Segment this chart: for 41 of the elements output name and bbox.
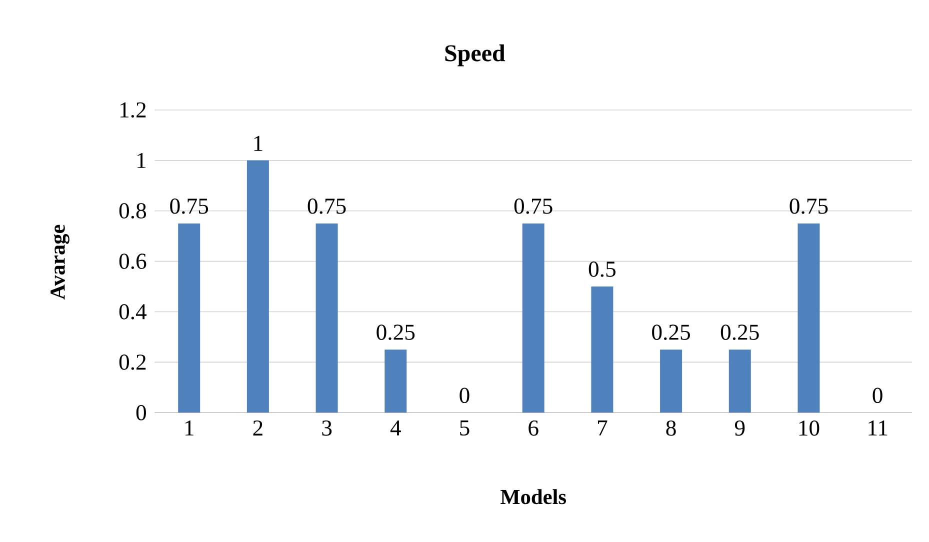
chart-title: Speed xyxy=(445,44,506,66)
bar xyxy=(798,223,820,413)
data-label: 0.5 xyxy=(588,262,616,277)
data-label: 0.25 xyxy=(376,324,415,340)
data-label: 0 xyxy=(872,388,882,404)
data-label: 1 xyxy=(254,136,262,151)
x-tick-label: 9 xyxy=(734,420,745,436)
bar xyxy=(384,350,407,413)
y-tick-label: 0.2 xyxy=(119,354,146,370)
bar xyxy=(246,160,269,413)
y-tick-label: 1 xyxy=(138,152,146,168)
y-tick-label: 0.8 xyxy=(119,203,146,219)
y-tick-label: 1.2 xyxy=(120,102,146,118)
data-label: 0.75 xyxy=(308,198,346,214)
bar xyxy=(522,223,544,413)
x-axis-title: Models xyxy=(500,489,566,504)
x-tick-label: 5 xyxy=(460,420,470,436)
bar xyxy=(316,223,338,413)
data-label: 0.75 xyxy=(170,198,208,214)
bar xyxy=(728,350,751,413)
y-tick-label: 0.6 xyxy=(119,254,146,270)
data-label: 0 xyxy=(460,388,470,404)
y-tick-label: 0.4 xyxy=(119,304,146,320)
bar xyxy=(660,350,682,413)
x-tick-label: 7 xyxy=(598,420,608,436)
data-label: 0.75 xyxy=(790,198,828,214)
data-label: 0.25 xyxy=(720,324,759,340)
x-tick-label: 1 xyxy=(185,420,194,436)
x-tick-label: 8 xyxy=(666,420,676,436)
x-tick-label: 6 xyxy=(528,420,538,436)
x-tick-label: 2 xyxy=(253,420,262,436)
bar xyxy=(178,223,200,413)
bar xyxy=(591,286,614,413)
data-label: 0.25 xyxy=(652,324,690,340)
x-tick-label: 4 xyxy=(390,420,401,436)
data-label: 0.75 xyxy=(514,198,552,214)
y-tick-label: 0 xyxy=(136,405,146,420)
y-axis-title: Avarage xyxy=(50,224,70,300)
x-tick-label: 3 xyxy=(322,420,332,436)
x-tick-label: 11 xyxy=(868,420,888,436)
x-tick-label: 10 xyxy=(799,420,820,436)
